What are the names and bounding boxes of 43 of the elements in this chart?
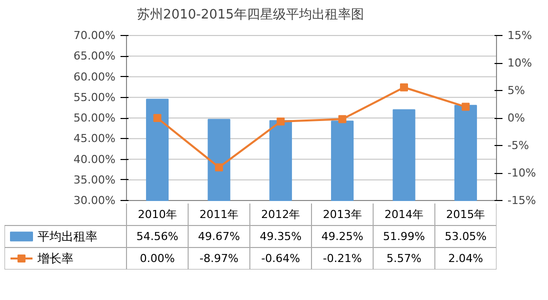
x-tick-label: 2010年: [138, 208, 177, 221]
data-label: 2.04%: [448, 252, 484, 265]
x-tick-label: 2011年: [200, 208, 239, 221]
y2-tick-label: -5%: [508, 139, 529, 152]
chart-title: 苏州2010-2015年四星级平均出租率图: [137, 6, 364, 22]
y-tick-label: 40.00%: [74, 152, 116, 166]
y-tick-label: 55.00%: [74, 90, 116, 104]
data-label: -8.97%: [200, 252, 238, 265]
y-tick-label: 45.00%: [74, 132, 116, 146]
y2-tick-label: 10%: [508, 56, 532, 70]
y2-tick-label: 0%: [508, 112, 525, 124]
x-tick-label: 2014年: [384, 208, 424, 221]
data-label: 51.99%: [383, 230, 425, 243]
x-tick-label: 2015年: [446, 208, 486, 221]
y-tick-label: 60.00%: [74, 70, 116, 84]
legend-label: 增长率: [36, 252, 74, 266]
data-label: 49.35%: [260, 230, 302, 243]
y2-tick-label: 5%: [508, 84, 525, 97]
y-tick-label: 65.00%: [74, 50, 116, 63]
data-label: 49.25%: [321, 230, 364, 243]
point: [215, 163, 223, 172]
data-label: -0.64%: [261, 252, 300, 265]
data-label: 53.05%: [444, 230, 487, 243]
point: [462, 102, 470, 111]
point: [338, 115, 346, 124]
data-label: 49.67%: [198, 230, 240, 243]
legend-label: 平均出租率: [38, 230, 98, 244]
point: [276, 118, 285, 126]
x-tick-label: 2012年: [261, 208, 300, 221]
y-tick-label: 70.00%: [74, 29, 116, 42]
y-tick-label: 30.00%: [74, 194, 116, 207]
data-label: 5.57%: [386, 252, 422, 265]
y-tick-label: 35.00%: [74, 173, 116, 186]
data-label: 0.00%: [140, 252, 175, 265]
point: [400, 83, 408, 92]
data-label: 54.56%: [136, 230, 178, 243]
y2-tick-label: -15%: [508, 194, 536, 207]
y-tick-label: 50.00%: [74, 112, 116, 124]
point: [153, 114, 162, 122]
x-tick-label: 2013年: [322, 208, 362, 221]
data-label: -0.21%: [322, 252, 362, 265]
y2-tick-label: -10%: [508, 166, 536, 180]
y2-tick-label: 15%: [508, 29, 532, 42]
